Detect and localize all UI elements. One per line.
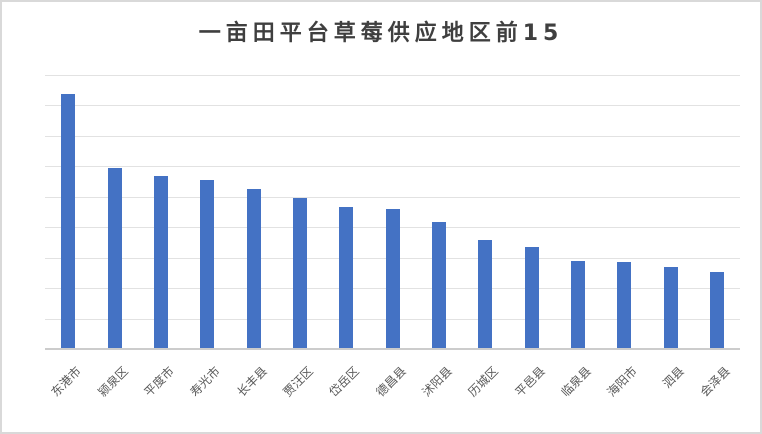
bar-平度市 [154,176,168,349]
bar-会泽县 [710,272,724,349]
bar-东港市 [61,94,75,349]
gridline [45,166,740,167]
gridline [45,105,740,106]
bar-临泉县 [571,261,585,349]
bar-贾汪区 [293,198,307,349]
bar-寿光市 [200,180,214,349]
bar-德昌县 [386,209,400,349]
bar-泗县 [664,267,678,349]
bar-颍泉区 [108,168,122,349]
bar-岱岳区 [339,207,353,349]
gridline [45,75,740,76]
plot-area [45,75,740,350]
gridline [45,197,740,198]
bar-历城区 [478,240,492,349]
chart-title: 一亩田平台草莓供应地区前15 [198,21,564,46]
bar-长丰县 [247,189,261,349]
bar-平邑县 [525,247,539,349]
bar-沭阳县 [432,222,446,349]
gridline [45,136,740,137]
bar-海阳市 [617,262,631,349]
x-axis-line [45,348,740,350]
